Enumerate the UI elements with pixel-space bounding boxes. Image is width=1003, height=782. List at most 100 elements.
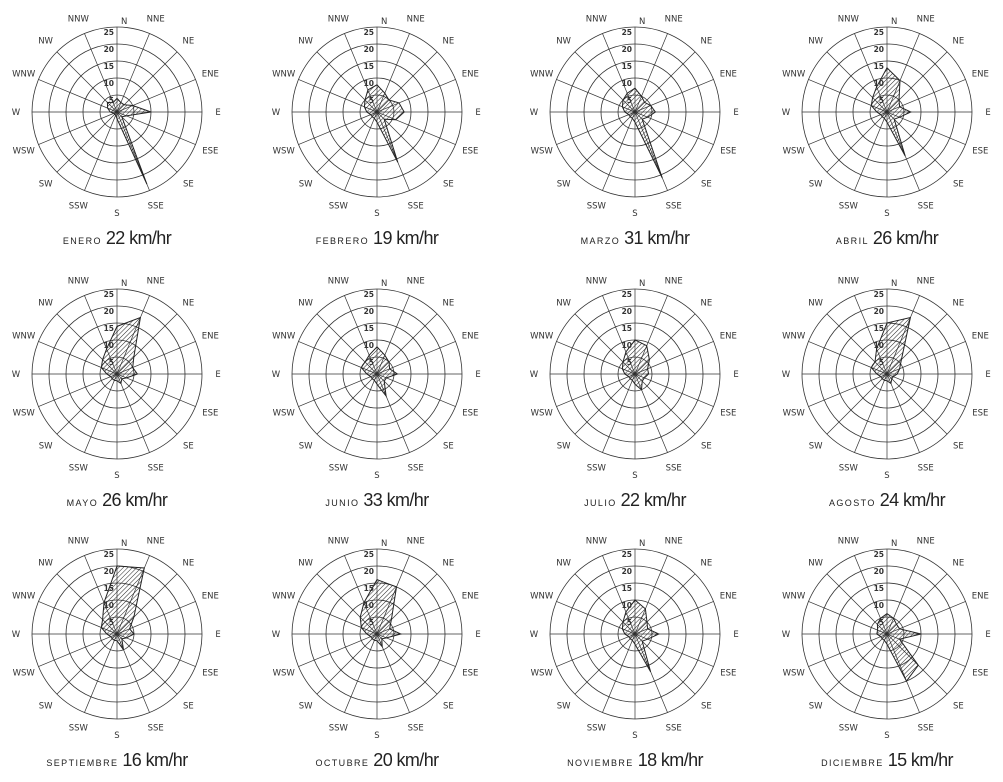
direction-label-ne: NE bbox=[953, 37, 965, 47]
direction-label-n: N bbox=[121, 539, 127, 549]
rose-spoke-wnw bbox=[556, 601, 636, 635]
wind-rose-chart: 5 10 15 20 25 N NNE NE ENE E ESE SE SSE S SSW SW WSW W WNW… bbox=[530, 537, 739, 741]
direction-label-e: E bbox=[475, 630, 480, 640]
wind-rose-panel-septiembre: 5 10 15 20 25 N NNE NE ENE E ESE SE SSE S SSW SW WSW W WNW… bbox=[0, 522, 242, 782]
ring-label-15: 15 bbox=[364, 584, 374, 593]
wind-speed-label: 26 km/hr bbox=[872, 228, 939, 248]
direction-label-nnw: NNW bbox=[68, 15, 90, 25]
direction-label-s: S bbox=[884, 731, 889, 741]
rose-frequency-polygon bbox=[876, 612, 922, 683]
panel-caption: AGOSTO 24 km/hr bbox=[762, 489, 1003, 514]
direction-label-w: W bbox=[12, 630, 21, 640]
direction-label-nnw: NNW bbox=[838, 277, 860, 287]
direction-label-n: N bbox=[381, 539, 387, 549]
wind-rose-panel-abril: 5 10 15 20 25 N NNE NE ENE E ESE SE SSE S SSW SW WSW W WNW… bbox=[762, 0, 1003, 260]
direction-label-n: N bbox=[891, 17, 897, 27]
wind-rose-panel-marzo: 5 10 15 20 25 N NNE NE ENE E ESE SE SSE S SSW SW WSW W WNW… bbox=[510, 0, 760, 260]
direction-label-ene: ENE bbox=[202, 331, 219, 341]
rose-spoke-sw bbox=[56, 111, 118, 173]
ring-label-10: 10 bbox=[622, 601, 632, 610]
direction-label-nw: NW bbox=[38, 299, 53, 309]
ring-label-5: 5 bbox=[369, 96, 374, 105]
direction-label-ne: NE bbox=[183, 559, 195, 569]
direction-label-ese: ESE bbox=[972, 147, 988, 157]
direction-label-nne: NNE bbox=[917, 15, 935, 25]
rose-spoke-ssw bbox=[84, 633, 118, 713]
direction-label-sse: SSE bbox=[918, 201, 934, 211]
direction-label-n: N bbox=[381, 279, 387, 289]
direction-label-nnw: NNW bbox=[68, 537, 90, 547]
rose-frequency-polygon bbox=[100, 565, 145, 650]
direction-label-nw: NW bbox=[556, 37, 571, 47]
month-label: MAYO bbox=[66, 498, 99, 508]
rose-spoke-sw bbox=[826, 111, 888, 173]
direction-label-nne: NNE bbox=[147, 15, 165, 25]
ring-label-20: 20 bbox=[104, 307, 114, 316]
direction-label-sse: SSE bbox=[918, 463, 934, 473]
panel-caption: MARZO 31 km/hr bbox=[510, 227, 760, 252]
direction-label-nw: NW bbox=[808, 559, 823, 569]
rose-spoke-ssw bbox=[854, 373, 888, 453]
direction-label-sse: SSE bbox=[408, 201, 424, 211]
wind-rose-panel-octubre: 5 10 15 20 25 N NNE NE ENE E ESE SE SSE S SSW SW WSW W WNW… bbox=[252, 522, 502, 782]
direction-label-ese: ESE bbox=[972, 669, 988, 679]
direction-label-sw: SW bbox=[299, 179, 313, 189]
panel-caption: DICIEMBRE 15 km/hr bbox=[762, 749, 1003, 774]
wind-rose-chart: 5 10 15 20 25 N NNE NE ENE E ESE SE SSE S SSW SW WSW W WNW… bbox=[782, 537, 991, 741]
month-label: OCTUBRE bbox=[315, 758, 370, 768]
direction-label-nne: NNE bbox=[147, 537, 165, 547]
ring-label-25: 25 bbox=[622, 28, 632, 37]
rose-spoke-ssw bbox=[84, 111, 118, 191]
rose-frequency-polygon bbox=[360, 346, 399, 398]
ring-label-15: 15 bbox=[104, 584, 114, 593]
direction-label-s: S bbox=[114, 209, 119, 219]
wind-speed-label: 15 km/hr bbox=[887, 750, 954, 770]
direction-label-nw: NW bbox=[808, 299, 823, 309]
direction-label-ne: NE bbox=[701, 559, 713, 569]
direction-label-nnw: NNW bbox=[586, 15, 608, 25]
direction-label-e: E bbox=[215, 630, 220, 640]
direction-label-sse: SSE bbox=[666, 723, 682, 733]
ring-label-20: 20 bbox=[622, 567, 632, 576]
direction-label-ne: NE bbox=[443, 299, 455, 309]
panel-caption: FEBRERO 19 km/hr bbox=[252, 227, 502, 252]
direction-label-s: S bbox=[374, 209, 379, 219]
wind-rose-panel-noviembre: 5 10 15 20 25 N NNE NE ENE E ESE SE SSE S SSW SW WSW W WNW… bbox=[510, 522, 760, 782]
direction-label-s: S bbox=[374, 471, 379, 481]
wind-speed-label: 20 km/hr bbox=[373, 750, 439, 770]
direction-label-nnw: NNW bbox=[328, 277, 350, 287]
direction-label-ssw: SSW bbox=[839, 723, 859, 733]
rose-spoke-se bbox=[376, 373, 438, 435]
rose-spoke-wsw bbox=[298, 633, 378, 667]
direction-label-n: N bbox=[121, 17, 127, 27]
month-label: JUNIO bbox=[325, 498, 360, 508]
direction-label-s: S bbox=[884, 209, 889, 219]
direction-label-w: W bbox=[272, 370, 281, 380]
rose-spoke-wsw bbox=[298, 373, 378, 407]
rose-frequency-polygon bbox=[621, 599, 660, 672]
rose-spoke-ssw bbox=[344, 111, 378, 191]
direction-label-ese: ESE bbox=[972, 409, 988, 419]
direction-label-nnw: NNW bbox=[68, 277, 90, 287]
direction-label-wnw: WNW bbox=[530, 69, 554, 79]
ring-label-25: 25 bbox=[364, 28, 374, 37]
direction-label-sse: SSE bbox=[408, 723, 424, 733]
month-label: ABRIL bbox=[835, 236, 869, 246]
ring-label-10: 10 bbox=[364, 601, 374, 610]
direction-label-nw: NW bbox=[38, 559, 53, 569]
wind-rose-chart: 5 10 15 20 25 N NNE NE ENE E ESE SE SSE S SSW SW WSW W WNW… bbox=[272, 537, 481, 741]
ring-label-15: 15 bbox=[364, 62, 374, 71]
panel-caption: SEPTIEMBRE 16 km/hr bbox=[0, 749, 242, 774]
direction-label-wsw: WSW bbox=[13, 409, 36, 419]
rose-spoke-sw bbox=[316, 373, 378, 435]
direction-label-n: N bbox=[121, 279, 127, 289]
direction-label-w: W bbox=[530, 630, 539, 640]
wind-speed-label: 19 km/hr bbox=[373, 228, 439, 248]
direction-label-wnw: WNW bbox=[12, 69, 36, 79]
rose-spoke-wnw bbox=[556, 79, 636, 113]
direction-label-ese: ESE bbox=[462, 669, 478, 679]
rose-frequency-polygon bbox=[363, 84, 405, 163]
direction-label-ese: ESE bbox=[462, 147, 478, 157]
direction-label-wsw: WSW bbox=[531, 409, 554, 419]
direction-label-wsw: WSW bbox=[783, 409, 806, 419]
